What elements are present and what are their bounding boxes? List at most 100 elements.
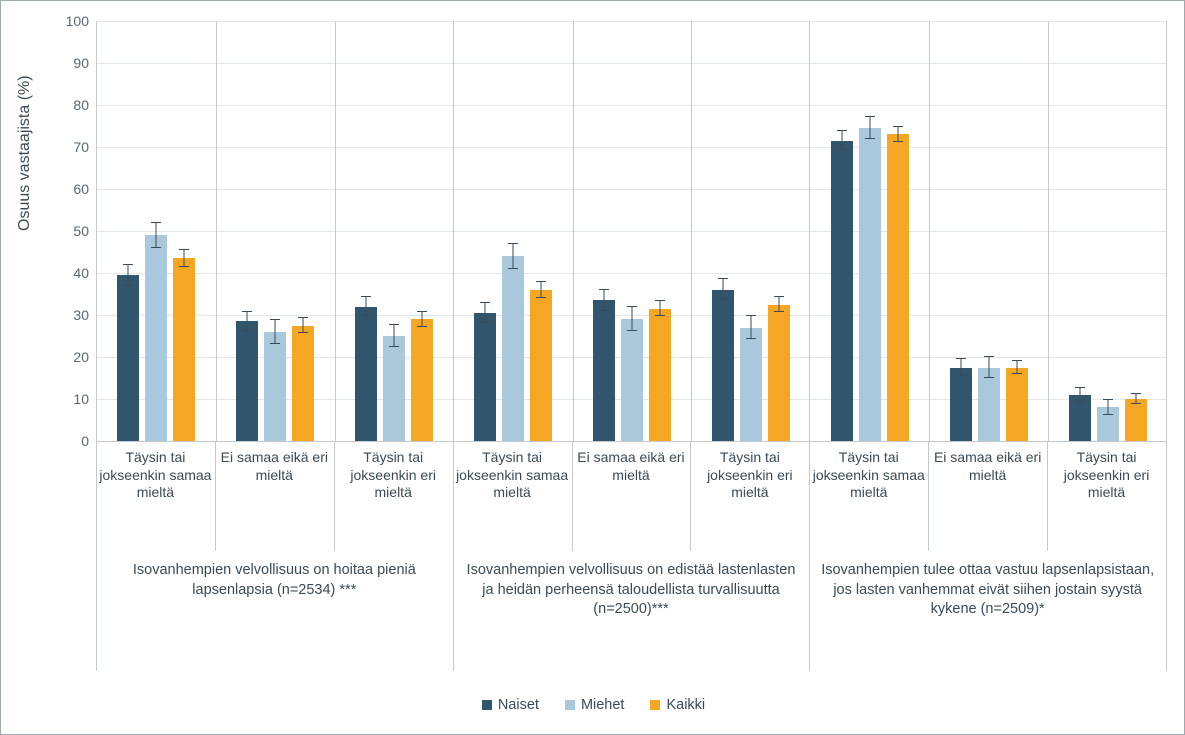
error-cap [746, 315, 756, 316]
ytick-label: 20 [49, 349, 89, 365]
error-cap [1131, 393, 1141, 394]
legend-swatch [565, 700, 575, 710]
error-cap [536, 297, 546, 298]
error-cap [837, 130, 847, 131]
label-separator [928, 441, 929, 551]
error-cap [1012, 373, 1022, 374]
question-label: Isovanhempien tulee ottaa vastuu lapsenl… [817, 561, 1158, 620]
error-cap [298, 317, 308, 318]
error-cap [1131, 403, 1141, 404]
error-cap [1075, 387, 1085, 388]
ytick-label: 80 [49, 97, 89, 113]
error-bar [722, 279, 723, 300]
error-bar [303, 318, 304, 333]
error-cap [865, 116, 875, 117]
legend-swatch [482, 700, 492, 710]
error-cap [480, 302, 490, 303]
error-cap [599, 310, 609, 311]
error-cap [774, 311, 784, 312]
error-cap [984, 377, 994, 378]
error-cap [718, 299, 728, 300]
error-cap [746, 338, 756, 339]
ytick-label: 0 [49, 433, 89, 449]
question-outer-separator [809, 441, 810, 671]
bar [264, 332, 286, 441]
label-separator [1047, 441, 1048, 551]
error-cap [242, 311, 252, 312]
error-cap [151, 222, 161, 223]
error-bar [869, 117, 870, 140]
ytick-label: 30 [49, 307, 89, 323]
bar [621, 319, 643, 441]
legend-label: Naiset [498, 697, 539, 713]
error-cap [123, 285, 133, 286]
bar [1125, 399, 1147, 441]
error-bar [988, 357, 989, 377]
error-cap [151, 247, 161, 248]
subgroup-label: Täysin tai jokseenkin samaa mieltä [98, 449, 213, 502]
question-outer-separator [96, 441, 97, 671]
subgroup-label: Täysin tai jokseenkin eri mieltä [336, 449, 451, 502]
ytick-label: 100 [49, 13, 89, 29]
error-bar [897, 127, 898, 142]
error-cap [389, 324, 399, 325]
ytick-label: 10 [49, 391, 89, 407]
ytick-label: 60 [49, 181, 89, 197]
bar [950, 368, 972, 442]
ytick-label: 40 [49, 265, 89, 281]
label-separator [690, 441, 691, 551]
error-cap [627, 306, 637, 307]
error-bar [513, 244, 514, 269]
label-separator [215, 441, 216, 551]
bar [1069, 395, 1091, 441]
bar [768, 305, 790, 442]
error-cap [298, 332, 308, 333]
legend-item: Kaikki [650, 697, 705, 713]
error-bar [275, 320, 276, 344]
error-bar [841, 131, 842, 150]
error-cap [179, 249, 189, 250]
bar [978, 368, 1000, 442]
error-cap [655, 300, 665, 301]
bar [117, 275, 139, 441]
bar [1006, 368, 1028, 442]
error-cap [837, 149, 847, 150]
error-cap [984, 356, 994, 357]
y-axis-title: Osuus vastaajista (%) [16, 75, 34, 231]
bar [887, 134, 909, 441]
bar-cluster [97, 21, 216, 441]
error-cap [270, 343, 280, 344]
subgroup-label: Täysin tai jokseenkin eri mieltä [692, 449, 807, 502]
error-bar [1079, 388, 1080, 402]
error-bar [485, 303, 486, 323]
error-cap [599, 289, 609, 290]
subgroup-label: Ei samaa eikä eri mieltä [217, 449, 332, 484]
error-cap [956, 358, 966, 359]
bar-cluster [929, 21, 1048, 441]
error-cap [718, 278, 728, 279]
legend-label: Miehet [581, 697, 625, 713]
error-cap [480, 322, 490, 323]
bar [355, 307, 377, 441]
error-cap [417, 326, 427, 327]
subgroup-label: Ei samaa eikä eri mieltä [930, 449, 1045, 484]
bar [649, 309, 671, 441]
error-cap [1103, 399, 1113, 400]
error-cap [508, 243, 518, 244]
bar-cluster [1048, 21, 1167, 441]
error-cap [417, 311, 427, 312]
bar-cluster [691, 21, 810, 441]
bar [145, 235, 167, 441]
error-bar [659, 301, 660, 316]
bar [859, 128, 881, 441]
question-outer-separator [453, 441, 454, 671]
subgroup-label: Ei samaa eikä eri mieltä [574, 449, 689, 484]
error-cap [893, 141, 903, 142]
error-cap [508, 268, 518, 269]
bar [236, 321, 258, 441]
subgroup-label: Täysin tai jokseenkin samaa mieltä [455, 449, 570, 502]
error-cap [655, 315, 665, 316]
error-bar [1107, 400, 1108, 415]
bar [474, 313, 496, 441]
error-bar [394, 325, 395, 348]
